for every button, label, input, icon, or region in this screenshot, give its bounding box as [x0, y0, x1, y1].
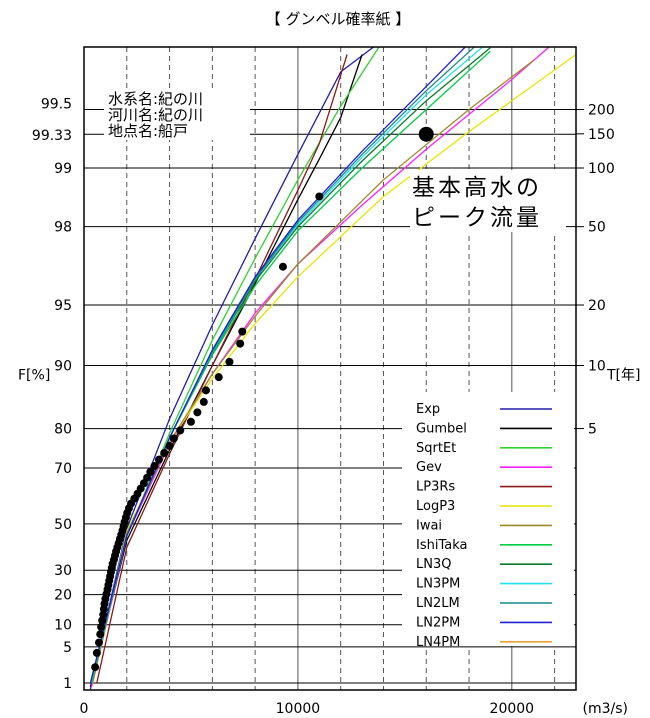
y-axis-label-right: T[年]	[606, 367, 640, 383]
observation-point	[91, 663, 100, 672]
series-line-gev	[90, 47, 551, 688]
legend-label: LP3Rs	[416, 480, 455, 495]
legend-label: LogP3	[416, 499, 455, 514]
observation-point	[214, 373, 223, 382]
design-flood-point	[418, 126, 434, 142]
series-line-logp3	[91, 53, 576, 684]
note-line: ピーク流量	[412, 205, 542, 231]
y-tick-label-left: 1	[63, 676, 72, 692]
y-tick-label-left: 20	[54, 588, 72, 604]
y-tick-label-left: 50	[54, 517, 72, 533]
observation-point	[94, 638, 103, 647]
x-tick-label: 0	[80, 701, 89, 717]
axis-layer: 1 5 10 20 30 50 70 80 90 95 98 99 99.33 99.5 5 10 20 50 10…	[18, 97, 640, 717]
series-line-ln2pm	[89, 47, 467, 684]
observation-point	[160, 448, 169, 457]
y-tick-label-right: 10	[588, 358, 606, 374]
observation-point	[236, 339, 245, 348]
legend-label: Gumbel	[416, 421, 467, 436]
y-tick-label-right: 20	[588, 298, 606, 314]
legend-label: Exp	[416, 402, 440, 417]
x-tick-label: 20000	[490, 701, 535, 717]
observation-point	[92, 648, 101, 657]
observation-point	[154, 455, 163, 464]
y-tick-label-left: 99.33	[32, 128, 72, 144]
site-info-line: 河川名:紀の川	[108, 106, 203, 124]
chart-title: 【 グンベル確率紙 】	[266, 10, 411, 28]
observation-point	[165, 441, 174, 450]
y-tick-label-right: 200	[588, 103, 615, 119]
points-layer	[91, 126, 434, 672]
site-info-background	[104, 88, 250, 140]
y-tick-label-left: 10	[54, 618, 72, 634]
series-layer	[89, 47, 576, 690]
observation-point	[238, 327, 247, 336]
y-tick-label-right: 50	[588, 220, 606, 236]
y-tick-label-left: 95	[54, 298, 72, 314]
plot-frame	[83, 46, 577, 691]
series-line-gumbel	[89, 54, 363, 688]
legend-label: Iwai	[416, 518, 442, 533]
legend-label: LN4PM	[416, 635, 460, 650]
y-tick-label-left: 90	[54, 358, 72, 374]
observation-point	[98, 616, 107, 625]
observation-point	[150, 461, 159, 470]
y-tick-label-left: 99	[54, 161, 72, 177]
legend-label: IshiTaka	[416, 538, 467, 553]
observation-point	[193, 408, 202, 417]
legend-label: LN3PM	[416, 577, 460, 592]
y-tick-label-left: 30	[54, 563, 72, 579]
site-info-line: 水系名:紀の川	[108, 90, 203, 108]
y-tick-label-left: 5	[63, 640, 72, 656]
note-background	[410, 170, 566, 232]
observation-point	[278, 262, 287, 271]
observation-point	[199, 397, 208, 406]
legend: Exp Gumbel SqrtEt Gev LP3Rs LogP3 Iwai IshiTaka…	[416, 402, 552, 650]
observation-point	[96, 630, 105, 639]
legend-label: SqrtEt	[416, 441, 456, 456]
site-info-line: 地点名:船戸	[108, 122, 188, 140]
x-tick-label: 10000	[276, 701, 321, 717]
y-tick-label-right: 5	[588, 422, 597, 438]
observation-point	[97, 622, 106, 631]
y-tick-label-left: 80	[54, 422, 72, 438]
observation-point	[315, 192, 324, 201]
y-tick-label-right: 100	[588, 161, 615, 177]
observation-point	[176, 426, 185, 435]
note-line: 基本高水の	[412, 175, 542, 201]
legend-label: LN2LM	[416, 596, 460, 611]
y-tick-label-left: 70	[54, 461, 72, 477]
x-axis-label: (m3/s)	[583, 701, 628, 717]
observation-point	[225, 357, 234, 366]
legend-label: Gev	[416, 460, 442, 475]
y-tick-label-left: 99.5	[41, 97, 72, 113]
legend-label: LN2PM	[416, 615, 460, 630]
y-tick-label-right: 150	[588, 127, 615, 143]
legend-label: LN3Q	[416, 557, 451, 572]
observation-point	[146, 467, 155, 476]
y-axis-label-left: F[%]	[18, 367, 50, 383]
observation-point	[186, 417, 195, 426]
y-tick-label-left: 98	[54, 220, 72, 236]
series-line-lp3rs	[96, 54, 348, 684]
observation-point	[201, 386, 210, 395]
observation-point	[169, 434, 178, 443]
